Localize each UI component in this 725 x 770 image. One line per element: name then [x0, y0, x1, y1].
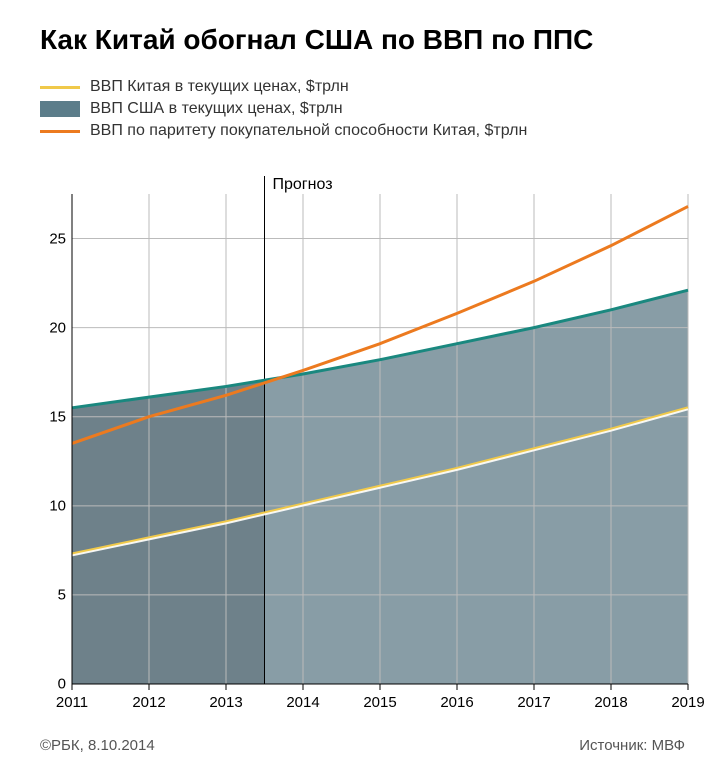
x-axis-label: 2011 [56, 694, 88, 711]
y-axis-label: 5 [42, 586, 66, 603]
y-axis-label: 20 [42, 319, 66, 336]
forecast-label: Прогноз [273, 176, 333, 194]
x-axis-label: 2017 [517, 694, 550, 711]
x-axis-label: 2014 [286, 694, 319, 711]
gdp-chart [0, 0, 725, 770]
x-axis-label: 2016 [440, 694, 473, 711]
y-axis-label: 25 [42, 230, 66, 247]
y-axis-label: 0 [42, 676, 66, 693]
x-axis-label: 2018 [594, 694, 627, 711]
footer-source: Источник: МВФ [579, 737, 685, 754]
x-axis-label: 2013 [209, 694, 242, 711]
x-axis-label: 2019 [671, 694, 704, 711]
y-axis-label: 15 [42, 408, 66, 425]
x-axis-label: 2012 [132, 694, 165, 711]
footer-copyright: ©РБК, 8.10.2014 [40, 737, 155, 754]
x-axis-label: 2015 [363, 694, 396, 711]
y-axis-label: 10 [42, 497, 66, 514]
